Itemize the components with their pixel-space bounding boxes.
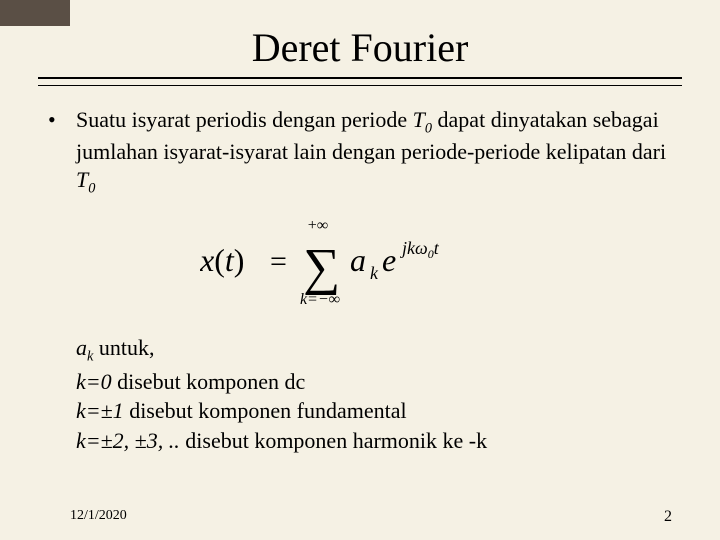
coef-a: a	[350, 242, 366, 278]
coeff-line4-rest: disebut komponen harmonik ke -k	[180, 428, 487, 453]
slide-title: Deret Fourier	[48, 24, 672, 71]
bullet-pre: Suatu isyarat periodis dengan periode	[76, 107, 413, 132]
bullet-marker: •	[48, 106, 76, 198]
k0: k=0	[76, 369, 112, 394]
T0b-subscript: 0	[88, 180, 95, 196]
exp-sup: jkω0t	[400, 238, 440, 261]
k2: k=±2, ±3, ..	[76, 428, 180, 453]
coeff-line-1: ak untuk,	[76, 333, 672, 367]
sum-lower: k=−∞	[300, 291, 340, 306]
exp-e: e	[382, 242, 396, 278]
bullet-text: Suatu isyarat periodis dengan periode T0…	[76, 106, 672, 198]
ak-a: a	[76, 335, 87, 360]
sum-upper: +∞	[308, 217, 328, 234]
footer: 12/1/2020 2	[70, 508, 672, 526]
title-rule-bottom	[38, 85, 682, 86]
sigma-symbol: ∑	[303, 239, 340, 296]
title-rule-top	[38, 77, 682, 79]
T0b-symbol: T	[76, 167, 88, 192]
coeff-line-2: k=0 disebut komponen dc	[76, 367, 672, 397]
footer-date: 12/1/2020	[70, 508, 127, 526]
coefficient-notes: ak untuk, k=0 disebut komponen dc k=±1 d…	[76, 333, 672, 456]
formula: x(t) = +∞ ∑ k=−∞ a k e jkω0t	[48, 216, 672, 311]
T0-symbol: T	[413, 107, 425, 132]
coeff-line1-rest: untuk,	[93, 335, 154, 360]
formula-lhs: x(t)	[200, 242, 244, 278]
formula-svg: x(t) = +∞ ∑ k=−∞ a k e jkω0t	[200, 216, 520, 306]
coeff-line-3: k=±1 disebut komponen fundamental	[76, 396, 672, 426]
coeff-line3-rest: disebut komponen fundamental	[124, 398, 407, 423]
coeff-line-4: k=±2, ±3, .. disebut komponen harmonik k…	[76, 426, 672, 456]
k1: k=±1	[76, 398, 124, 423]
coef-sub: k	[370, 263, 379, 283]
footer-page: 2	[664, 508, 672, 526]
coeff-line2-rest: disebut komponen dc	[112, 369, 306, 394]
formula-eq: =	[270, 245, 287, 278]
bullet-item: • Suatu isyarat periodis dengan periode …	[48, 106, 672, 198]
T0-subscript: 0	[425, 120, 432, 136]
slide: Deret Fourier • Suatu isyarat periodis d…	[0, 0, 720, 540]
